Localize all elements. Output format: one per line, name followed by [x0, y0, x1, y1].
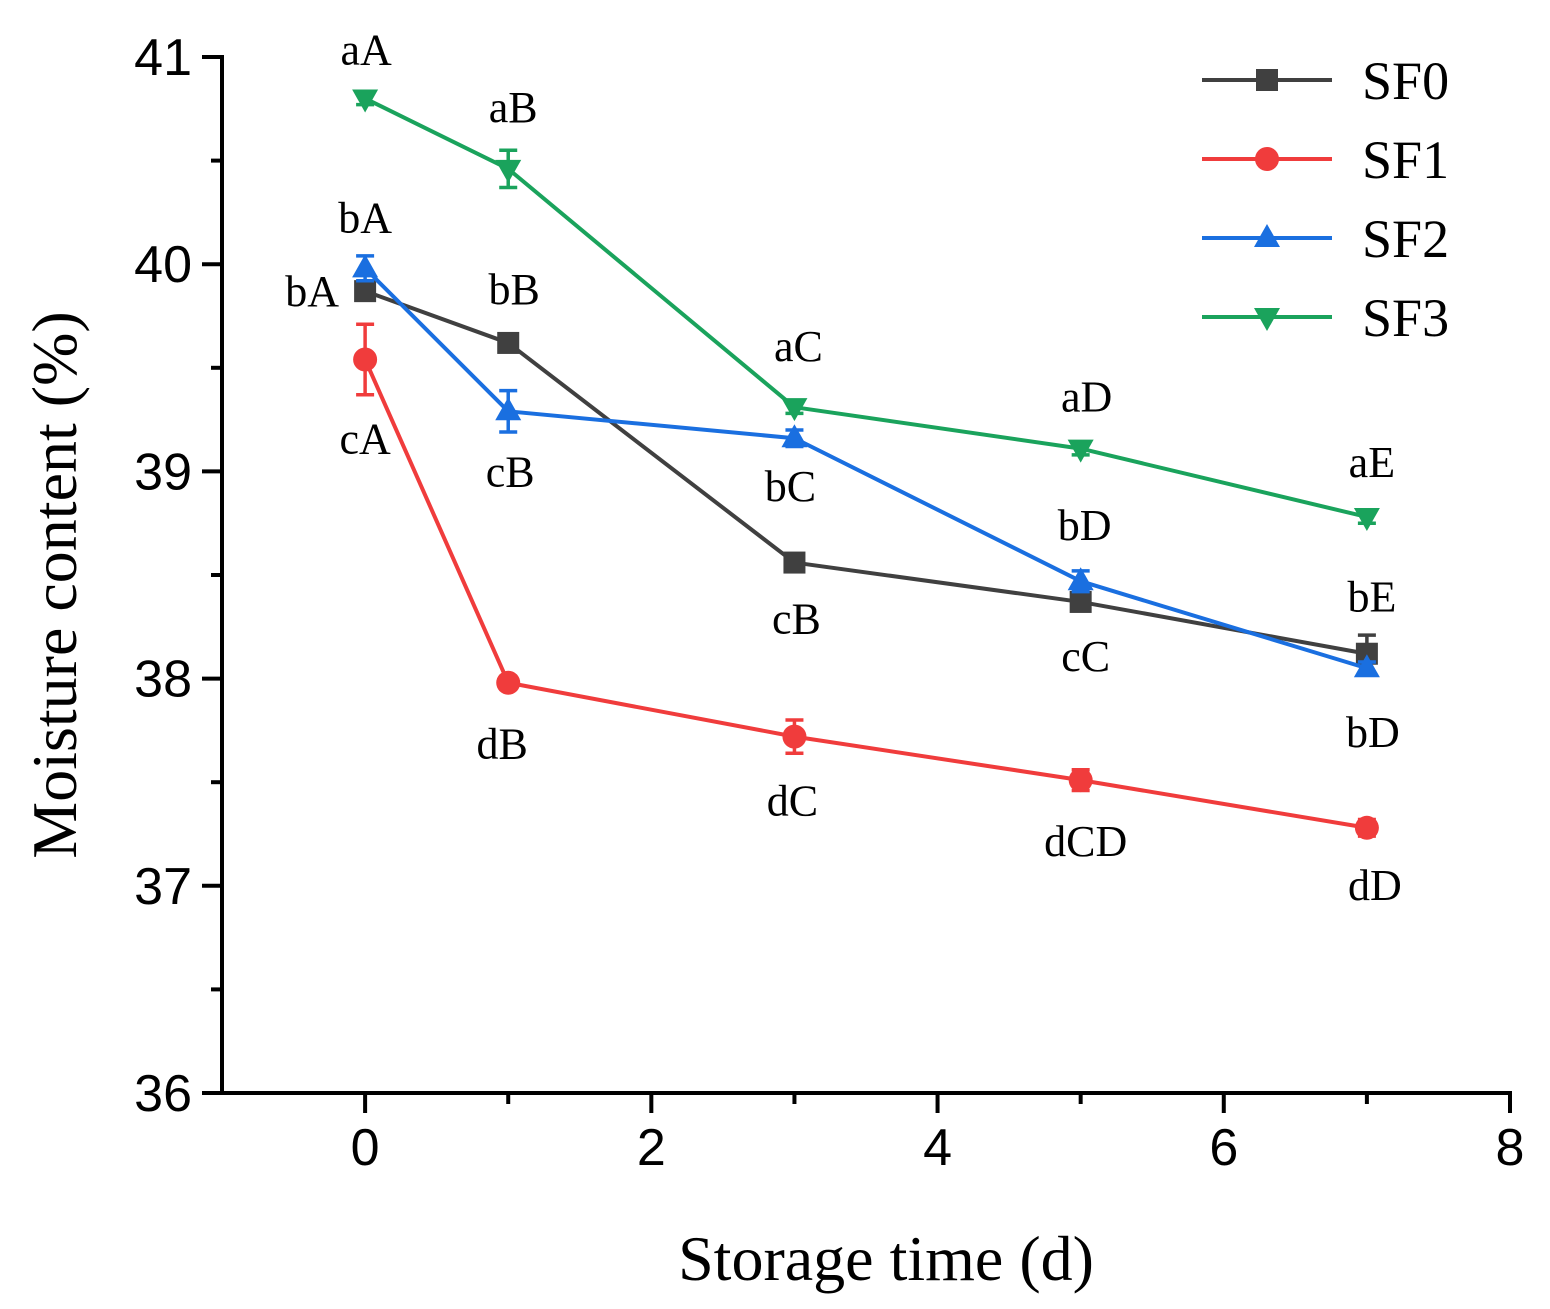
data-point-SF2 — [781, 424, 808, 448]
x-tick-label: 2 — [637, 1119, 666, 1177]
data-point-SF3 — [1353, 507, 1380, 531]
data-point-SF3 — [495, 159, 522, 183]
x-tick-label: 6 — [1209, 1119, 1238, 1177]
data-point-SF0 — [354, 280, 377, 303]
legend-item-SF3: SF3 — [1202, 288, 1449, 348]
legend: SF0 SF1 SF2 SF3 — [1202, 51, 1449, 348]
legend-marker-SF3 — [1254, 308, 1280, 331]
significance-label-SF2: bC — [765, 462, 816, 511]
data-point-SF2 — [1353, 654, 1380, 678]
data-point-SF1 — [353, 347, 378, 372]
series-SF1 — [353, 322, 1379, 840]
legend-label-SF1: SF1 — [1362, 130, 1449, 190]
significance-label-SF2: bD — [1346, 708, 1400, 757]
significance-label-SF2: cB — [486, 447, 535, 496]
significance-label-SF3: aC — [774, 322, 823, 371]
significance-label-SF3: aB — [489, 83, 538, 132]
data-point-SF0 — [497, 331, 520, 354]
legend-label-SF3: SF3 — [1362, 288, 1449, 348]
y-tick-label: 36 — [134, 1065, 192, 1123]
x-axis-title: Storage time (d) — [678, 1223, 1094, 1294]
series-SF3 — [352, 89, 1380, 531]
axes: 0 2 4 6 8 36 37 38 39 40 41 Storage time (d) Moistur… — [19, 29, 1524, 1294]
y-tick-label: 39 — [134, 443, 192, 501]
y-axis-title: Moisture content (%) — [19, 311, 90, 858]
data-point-SF0 — [783, 551, 806, 574]
significance-label-SF1: dCD — [1044, 817, 1127, 866]
data-point-SF2 — [495, 397, 522, 421]
legend-marker-SF0 — [1256, 69, 1278, 91]
y-tick-label: 37 — [134, 858, 192, 916]
data-point-SF2 — [1067, 567, 1094, 591]
y-tick-label: 40 — [134, 236, 192, 294]
data-point-SF1 — [1354, 815, 1379, 840]
series-SF0 — [354, 280, 1378, 675]
legend-marker-SF2 — [1254, 224, 1280, 247]
legend-item-SF2: SF2 — [1202, 209, 1449, 269]
data-point-SF0 — [1069, 590, 1092, 613]
data-point-SF1 — [782, 724, 807, 749]
series-layer — [352, 89, 1380, 840]
x-tick-label: 4 — [923, 1119, 952, 1177]
significance-label-SF0: bB — [489, 265, 540, 314]
significance-label-SF1: cA — [339, 415, 391, 464]
significance-label-SF3: aA — [340, 25, 392, 74]
data-point-SF0 — [1355, 642, 1378, 665]
significance-label-SF0: cB — [772, 595, 821, 644]
legend-item-SF1: SF1 — [1202, 130, 1449, 190]
data-point-SF3 — [1067, 439, 1094, 463]
y-tick-label: 41 — [134, 29, 192, 87]
data-point-SF3 — [781, 398, 808, 422]
significance-label-SF1: dD — [1348, 861, 1402, 910]
series-SF2 — [352, 254, 1380, 678]
significance-label-SF2: bA — [338, 193, 392, 242]
legend-marker-SF1 — [1255, 147, 1279, 171]
x-tick-label: 8 — [1496, 1119, 1525, 1177]
significance-label-SF0: bA — [285, 267, 339, 316]
significance-label-SF3: aE — [1349, 438, 1395, 487]
data-point-SF1 — [496, 670, 521, 695]
data-point-SF3 — [352, 89, 379, 113]
data-point-SF2 — [352, 254, 379, 278]
significance-label-SF1: dC — [767, 777, 818, 826]
y-tick-label: 38 — [134, 651, 192, 709]
legend-label-SF2: SF2 — [1362, 209, 1449, 269]
significance-label-SF2: bD — [1058, 501, 1112, 550]
legend-label-SF0: SF0 — [1362, 51, 1449, 111]
significance-label-SF3: aD — [1061, 373, 1112, 422]
significance-label-SF0: cC — [1061, 632, 1110, 681]
significance-label-SF0: bE — [1347, 573, 1396, 622]
x-tick-label: 0 — [351, 1119, 380, 1177]
data-point-SF1 — [1068, 768, 1093, 793]
annotation-layer: bA bB cB cC bE cA dB dC dCD dD bA cB bC bD bD aA aB aC aD a… — [285, 25, 1402, 909]
significance-label-SF1: dB — [477, 720, 528, 769]
legend-item-SF0: SF0 — [1202, 51, 1449, 111]
